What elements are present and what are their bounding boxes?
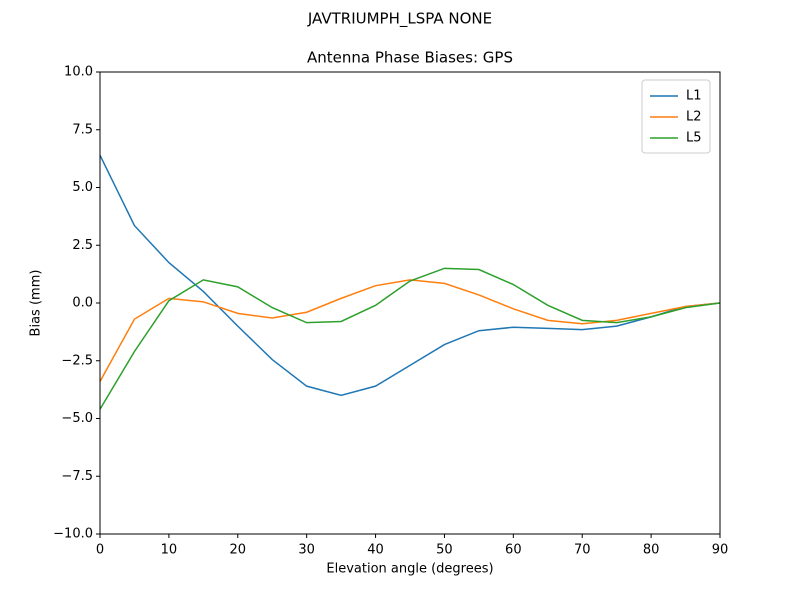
legend: L1 L2 L5 <box>641 79 711 154</box>
x-tick-label: 80 <box>643 543 660 558</box>
x-tick-label: 90 <box>712 543 729 558</box>
y-tick-label: 10.0 <box>64 65 93 80</box>
x-tick-label: 70 <box>574 543 591 558</box>
line-series <box>99 267 721 410</box>
x-tick-label: 10 <box>161 543 178 558</box>
y-tick-label: −5.0 <box>61 411 93 426</box>
line-series <box>99 154 721 397</box>
y-tick-label: 5.0 <box>72 180 93 195</box>
y-tick-label: −10.0 <box>53 527 93 542</box>
y-tick-label: 7.5 <box>72 122 93 137</box>
x-tick-label: 0 <box>96 543 104 558</box>
plot-frame <box>99 71 721 535</box>
y-tick-label: 0.0 <box>72 296 93 311</box>
y-tick-label: −7.5 <box>61 469 93 484</box>
line-series <box>99 279 721 382</box>
x-tick-label: 40 <box>367 543 384 558</box>
x-tick-label: 50 <box>436 543 453 558</box>
legend-label: L2 <box>686 110 702 125</box>
x-axis-label: Elevation angle (degrees) <box>326 562 493 577</box>
y-tick-label: −2.5 <box>61 353 93 368</box>
suptitle: JAVTRIUMPH_LSPA NONE <box>307 10 492 29</box>
x-tick-label: 20 <box>230 543 247 558</box>
legend-label: L5 <box>686 131 702 146</box>
y-tick-label: 2.5 <box>72 238 93 253</box>
y-axis-label: Bias (mm) <box>29 270 44 337</box>
x-tick-label: 30 <box>298 543 315 558</box>
x-tick-label: 60 <box>505 543 522 558</box>
legend-label: L1 <box>686 89 702 104</box>
chart-title: Antenna Phase Biases: GPS <box>307 49 513 67</box>
